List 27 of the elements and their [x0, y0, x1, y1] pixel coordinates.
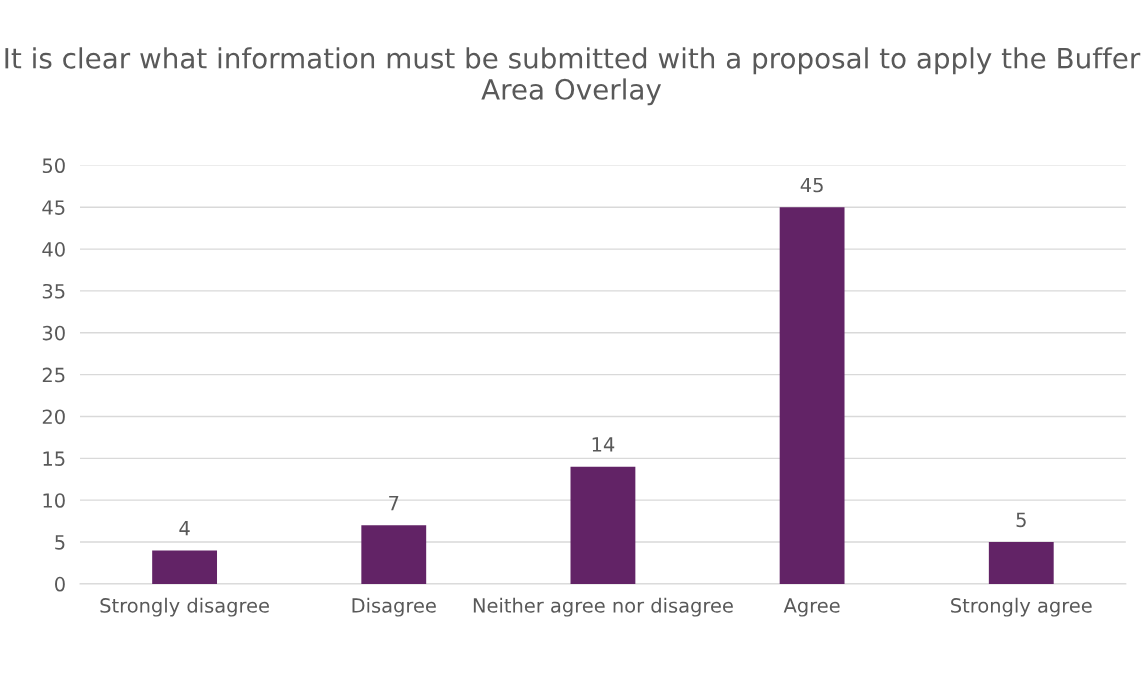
bar: [152, 550, 218, 584]
x-tick-label: Disagree: [352, 597, 436, 617]
y-tick-label: 15: [43, 451, 65, 466]
data-label: 5: [1016, 512, 1026, 528]
y-tick-label: 50: [42, 158, 65, 174]
y-tick-label: 35: [42, 283, 65, 299]
data-label: 7: [389, 495, 399, 511]
y-tick-label: 30: [42, 325, 65, 341]
x-tick-label: Agree: [783, 598, 840, 617]
y-tick-label: 40: [42, 242, 65, 257]
x-tick-label: Strongly disagree: [100, 597, 269, 617]
y-tick-label: 0: [55, 576, 65, 592]
y-tick-label: 25: [42, 367, 65, 383]
data-label: 14: [592, 437, 615, 452]
bar: [361, 525, 427, 584]
data-label: 45: [800, 177, 823, 193]
y-tick-label: 20: [42, 409, 65, 425]
chart-title: It is clear what information must be submitted with a proposal to apply the Buffer Area Overlay: [5, 47, 1141, 106]
x-tick-label: Neither agree nor disagree: [473, 597, 733, 617]
x-tick-label: Strongly agree: [951, 597, 1092, 617]
y-tick-label: 10: [43, 493, 65, 508]
bar: [570, 466, 636, 584]
bar: [779, 207, 845, 584]
y-tick-label: 5: [55, 535, 65, 550]
data-label: 4: [179, 521, 190, 536]
y-tick-label: 45: [42, 200, 65, 215]
bar: [988, 542, 1054, 584]
